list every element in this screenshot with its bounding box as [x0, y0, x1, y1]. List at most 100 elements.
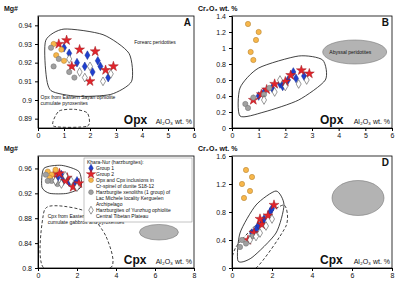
x-tick: 8 — [193, 268, 197, 279]
x-axis: 0123456 — [231, 128, 395, 139]
y-tick-label: 0.89 — [18, 115, 32, 122]
x-tick-label: 0 — [37, 272, 41, 279]
series — [43, 172, 60, 187]
plot-frame — [38, 156, 194, 268]
point — [239, 181, 244, 186]
x-tick: 6 — [193, 128, 197, 139]
point — [272, 88, 277, 97]
point — [296, 65, 306, 74]
x-tick-label: 2 — [76, 272, 80, 279]
x-tick: 3 — [311, 128, 315, 139]
annotation: Forearc peridotites — [134, 39, 176, 45]
point — [248, 49, 253, 54]
series — [48, 45, 77, 80]
figure: 01234560.890.90.910.920.930.94Mg#Al₂O₃ w… — [0, 0, 400, 290]
point — [267, 85, 272, 90]
field-ellipse — [139, 224, 178, 240]
legend-marker — [89, 178, 94, 183]
y-tick-label: 1 — [222, 45, 226, 52]
y-tick-mark — [35, 168, 38, 169]
labels: Cr₂O₃ wt. %Al₂O₃ wt. %BOpxAbyssal perido… — [198, 5, 390, 127]
x-tick-label: 0 — [231, 132, 235, 139]
y-tick: 0 — [222, 265, 232, 272]
point — [59, 47, 64, 52]
x-axis-title: Al₂O₃ wt. % — [156, 258, 192, 265]
x-tick: 0 — [37, 128, 41, 139]
plot-frame — [232, 16, 392, 128]
x-tick-mark — [392, 268, 393, 271]
x-tick-label: 2 — [271, 272, 275, 279]
y-tick: 1.6 — [216, 153, 232, 160]
point — [67, 55, 72, 64]
y-tick-label: 0.4 — [216, 237, 226, 244]
y-tick-label: 0.8 — [216, 209, 226, 216]
figure-root: 01234560.890.90.910.920.930.94Mg#Al₂O₃ w… — [0, 0, 400, 290]
x-tick: 5 — [364, 128, 368, 139]
x-tick-mark — [116, 268, 117, 271]
x-tick: 8 — [391, 268, 395, 279]
mineral-label: Opx — [124, 113, 148, 127]
x-tick-label: 8 — [193, 272, 197, 279]
panel: 01234560.890.90.910.920.930.94Mg#Al₂O₃ w… — [4, 5, 197, 139]
series — [239, 167, 254, 200]
y-tick-mark — [229, 240, 232, 241]
y-axis-title: Cr₂O₃ wt. % — [198, 145, 238, 152]
series — [243, 200, 279, 244]
y-tick: 0.4 — [216, 93, 232, 100]
point — [74, 183, 79, 192]
x-tick-label: 1 — [257, 132, 261, 139]
x-tick-label: 2 — [89, 132, 93, 139]
panel: 024680.80.840.880.920.96Mg#Al₂O₃ wt. %CC… — [4, 145, 197, 279]
y-tick-label: 0.9 — [22, 97, 32, 104]
point — [59, 180, 64, 189]
x-tick-label: 6 — [391, 132, 395, 139]
series — [61, 43, 110, 82]
point — [45, 178, 50, 183]
panel-letter: B — [382, 17, 389, 28]
y-tick-label: 0 — [222, 265, 226, 272]
y-tick-mark — [229, 80, 232, 81]
field-outline — [232, 205, 288, 268]
point — [277, 76, 282, 85]
legend-marker — [86, 169, 95, 178]
x-tick-mark — [77, 268, 78, 271]
y-tick-mark — [229, 16, 232, 17]
point — [72, 75, 77, 80]
y-tick-mark — [229, 268, 232, 269]
point — [286, 70, 296, 79]
point — [263, 222, 268, 231]
point — [56, 56, 61, 61]
y-axis: 0.80.840.880.920.96 — [18, 157, 38, 272]
series — [245, 21, 261, 62]
x-tick: 1 — [257, 128, 261, 139]
point — [269, 200, 279, 209]
y-axis-title: Mg# — [4, 145, 18, 153]
point — [248, 95, 258, 104]
point — [253, 37, 258, 42]
y-tick-label: 0.93 — [18, 41, 32, 48]
x-tick-label: 2 — [284, 132, 288, 139]
x-tick: 0 — [231, 268, 235, 279]
point — [247, 236, 252, 245]
mineral-label: Cpx — [124, 253, 147, 267]
x-tick: 4 — [311, 268, 315, 279]
field-ellipse — [323, 40, 387, 64]
point — [90, 46, 100, 55]
series — [261, 76, 309, 105]
point — [239, 237, 244, 242]
field-outline — [237, 191, 284, 262]
point — [296, 80, 301, 89]
series — [243, 85, 272, 110]
x-tick-label: 5 — [364, 132, 368, 139]
point — [304, 68, 314, 77]
x-tick-label: 8 — [391, 272, 395, 279]
point — [245, 21, 250, 26]
y-tick: 0.84 — [18, 240, 38, 247]
x-tick-label: 3 — [311, 132, 315, 139]
x-tick-label: 0 — [37, 132, 41, 139]
point — [251, 95, 256, 100]
y-tick-mark — [229, 112, 232, 113]
y-axis-line — [232, 157, 233, 269]
point — [63, 172, 68, 181]
x-tick: 6 — [154, 268, 158, 279]
